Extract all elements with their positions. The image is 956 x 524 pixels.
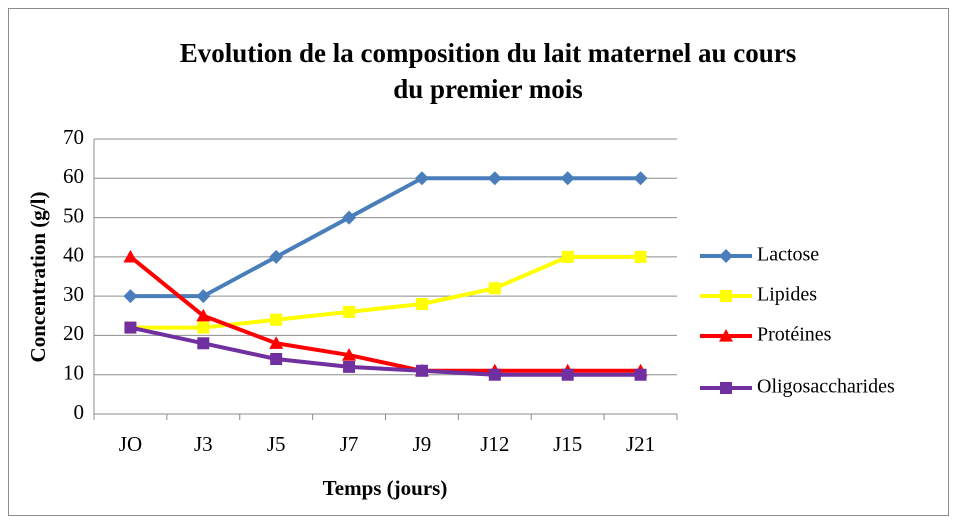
legend-label: Lactose bbox=[757, 244, 819, 266]
data-point bbox=[123, 249, 138, 263]
legend-label: Lipides bbox=[757, 284, 817, 306]
data-point bbox=[197, 337, 210, 350]
x-tick-label: J21 bbox=[626, 432, 655, 456]
data-point bbox=[560, 171, 575, 186]
data-point bbox=[123, 289, 138, 304]
y-tick-label: 70 bbox=[63, 125, 84, 149]
data-point bbox=[270, 353, 283, 365]
y-axis-label: Concentration (g/l) bbox=[26, 192, 50, 363]
legend-marker bbox=[720, 382, 732, 394]
data-point bbox=[270, 313, 283, 326]
x-tick-label: J12 bbox=[480, 432, 509, 456]
x-tick-label: JO bbox=[119, 432, 142, 456]
series-line bbox=[130, 176, 641, 299]
y-tick-label: 40 bbox=[63, 243, 84, 267]
data-point bbox=[269, 249, 284, 264]
data-point bbox=[488, 368, 501, 381]
legend-marker bbox=[719, 329, 733, 342]
series-line bbox=[130, 254, 641, 330]
data-point bbox=[197, 321, 210, 334]
data-point bbox=[561, 250, 574, 263]
chart-frame bbox=[8, 8, 949, 516]
x-tick-label: J3 bbox=[194, 432, 213, 456]
series-line bbox=[130, 325, 641, 377]
data-point bbox=[196, 308, 211, 322]
data-point bbox=[269, 336, 284, 349]
data-point bbox=[414, 171, 429, 186]
legend-label: Protéines bbox=[757, 324, 832, 346]
data-point bbox=[124, 321, 137, 334]
legend-marker bbox=[720, 290, 732, 302]
y-tick-label: 0 bbox=[74, 400, 85, 424]
x-axis-label: Temps (jours) bbox=[323, 476, 448, 500]
x-tick-label: J9 bbox=[413, 432, 432, 456]
y-tick-label: 20 bbox=[63, 321, 84, 345]
data-point bbox=[487, 171, 502, 186]
data-point bbox=[415, 364, 428, 377]
x-tick-label: J7 bbox=[340, 432, 359, 456]
x-tick-label: J15 bbox=[553, 432, 582, 456]
data-point bbox=[415, 298, 428, 310]
chart-title: Evolution de la composition du lait mate… bbox=[180, 38, 797, 68]
x-tick-label: J5 bbox=[267, 432, 286, 456]
data-point bbox=[488, 282, 501, 295]
series-line bbox=[129, 255, 641, 373]
legend-marker bbox=[719, 249, 733, 263]
y-tick-label: 10 bbox=[63, 361, 84, 385]
data-point bbox=[634, 368, 647, 381]
data-point bbox=[634, 250, 647, 263]
legend-label: Oligosaccharides bbox=[757, 376, 895, 398]
data-point bbox=[633, 171, 648, 186]
data-point bbox=[196, 289, 211, 304]
data-point bbox=[342, 348, 357, 361]
y-tick-label: 60 bbox=[63, 164, 84, 188]
data-point bbox=[561, 368, 574, 381]
y-tick-label: 30 bbox=[63, 282, 84, 306]
chart-title: du premier mois bbox=[393, 74, 583, 104]
data-point bbox=[343, 305, 356, 318]
data-point bbox=[342, 210, 357, 225]
y-tick-label: 50 bbox=[63, 203, 84, 227]
data-point bbox=[343, 360, 356, 373]
